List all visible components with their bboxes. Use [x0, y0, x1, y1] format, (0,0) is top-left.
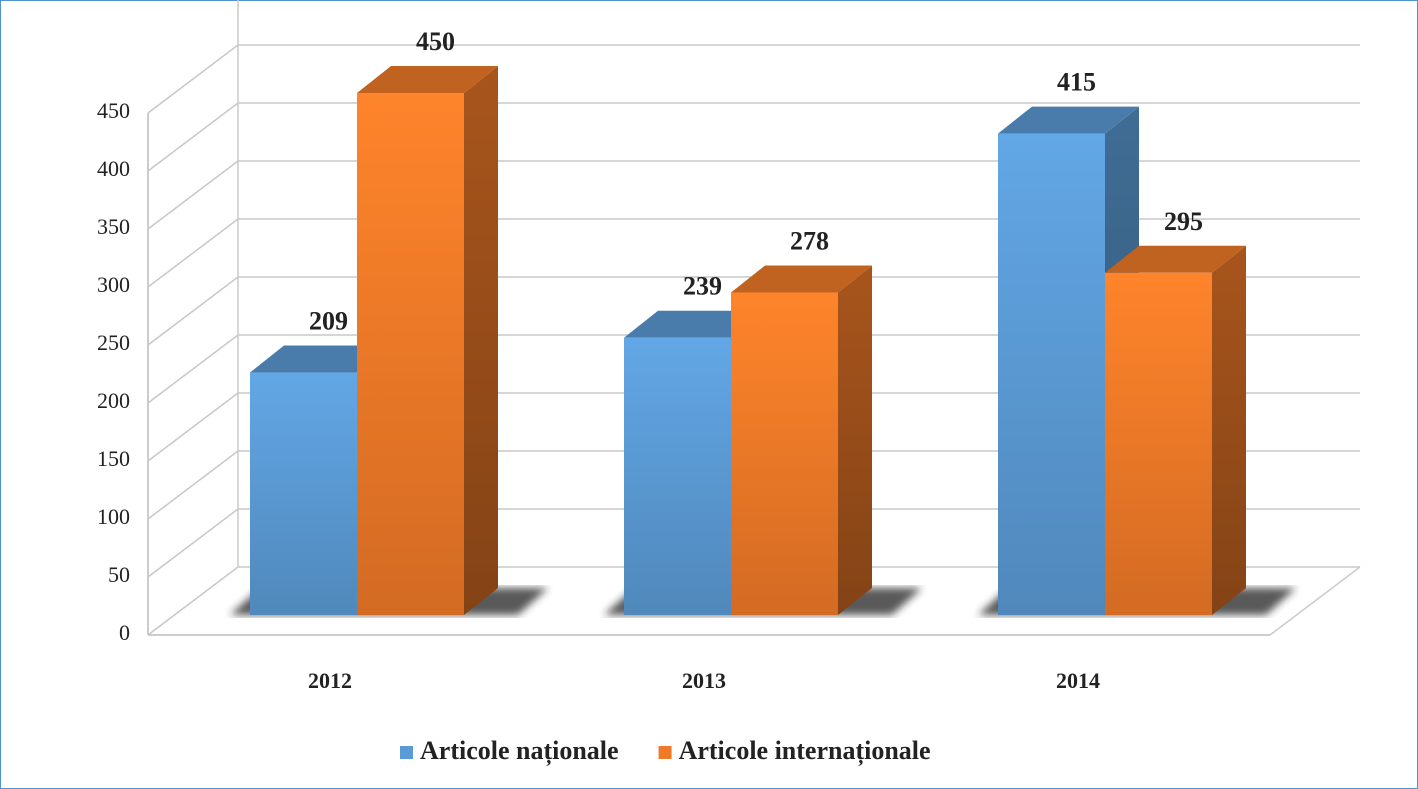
- grid-line: [147, 218, 239, 288]
- bar: [731, 265, 872, 615]
- y-tick-label: 0: [119, 620, 130, 645]
- x-tick-label: 2013: [682, 668, 726, 693]
- y-tick-label: 450: [97, 98, 130, 123]
- bar-top: [250, 345, 391, 373]
- bar-front: [731, 292, 838, 615]
- bar-front: [1105, 272, 1212, 615]
- grid-line: [147, 566, 239, 636]
- grid-line: [147, 334, 239, 404]
- legend-swatch: [400, 746, 413, 759]
- bar-side: [464, 66, 498, 615]
- data-label: 209: [309, 307, 348, 336]
- bar-front: [998, 133, 1105, 615]
- grid-line: [147, 508, 239, 578]
- y-tick-label: 350: [97, 214, 130, 239]
- y-tick-label: 200: [97, 388, 130, 413]
- y-tick-label: 100: [97, 504, 130, 529]
- data-label: 415: [1057, 68, 1096, 97]
- bar-front: [357, 93, 464, 615]
- bar-top: [998, 106, 1139, 134]
- data-label: 450: [416, 27, 455, 56]
- bar: [1105, 245, 1246, 616]
- bar-top: [1105, 245, 1246, 273]
- floor-edge: [1269, 566, 1361, 636]
- y-tick-label: 50: [108, 562, 130, 587]
- grid-line: [147, 44, 239, 114]
- y-tick-label: 150: [97, 446, 130, 471]
- grid-line: [147, 276, 239, 346]
- grid-line: [147, 160, 239, 230]
- legend-label: Articole naționale: [420, 736, 619, 766]
- grid-line: [147, 450, 239, 520]
- legend-swatch: [658, 746, 672, 759]
- bar-front: [250, 372, 357, 615]
- x-tick-label: 2014: [1056, 668, 1100, 693]
- data-label: 239: [683, 272, 722, 301]
- bar-top: [357, 66, 498, 93]
- y-tick-label: 400: [97, 156, 130, 181]
- bar-front: [624, 337, 731, 615]
- bar-top: [624, 310, 765, 338]
- bar: [357, 66, 498, 615]
- y-tick-label: 300: [97, 272, 130, 297]
- bar-top: [731, 265, 872, 293]
- grid-line: [147, 102, 239, 172]
- data-label: 295: [1164, 207, 1203, 236]
- data-label: 278: [790, 226, 829, 255]
- x-tick-label: 2012: [308, 668, 352, 693]
- bar-side: [838, 265, 872, 615]
- legend-label: Articole internaționale: [679, 736, 931, 766]
- y-tick-label: 250: [97, 330, 130, 355]
- bar-side: [1212, 245, 1246, 616]
- grid-line: [147, 392, 239, 462]
